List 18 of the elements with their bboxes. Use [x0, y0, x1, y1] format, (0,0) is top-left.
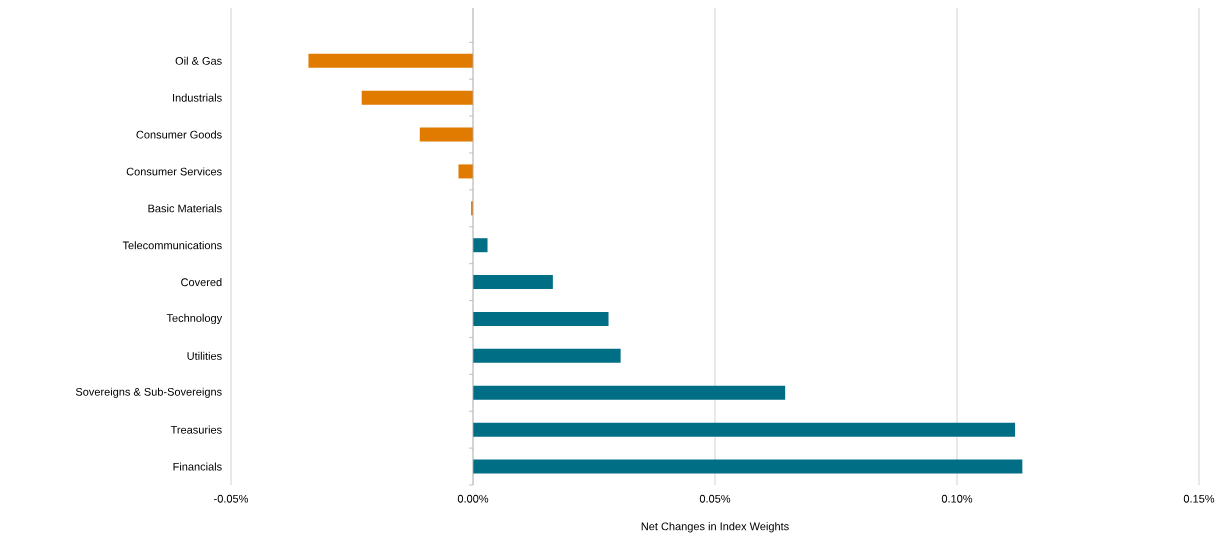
y-tick-label: Basic Materials [148, 204, 222, 213]
y-tick-label: Oil & Gas [175, 56, 222, 65]
y-tick-label: Consumer Goods [136, 130, 222, 139]
y-tick-label: Treasuries [170, 425, 222, 434]
x-tick-label: 0.15% [1183, 494, 1215, 503]
x-tick-label: 0.00% [457, 494, 489, 503]
y-tick-label: Financials [173, 462, 222, 471]
x-tick-label: 0.10% [941, 494, 973, 503]
y-tick-label: Telecommunications [122, 241, 222, 250]
y-tick-label: Technology [166, 313, 223, 325]
y-tick-label: Sovereigns & Sub-Sovereigns [75, 387, 222, 398]
y-tick-label: Utilities [187, 351, 222, 360]
y-tick-label: Covered [181, 278, 222, 287]
y-tick-label: Industrials [173, 93, 222, 102]
x-tick-label: -0.05% [214, 494, 249, 503]
y-tick-label: Consumer Services [126, 167, 222, 176]
x-tick-label: 0.05% [699, 494, 731, 503]
x-axis-title: Net Changes in Index Weights [641, 522, 789, 533]
